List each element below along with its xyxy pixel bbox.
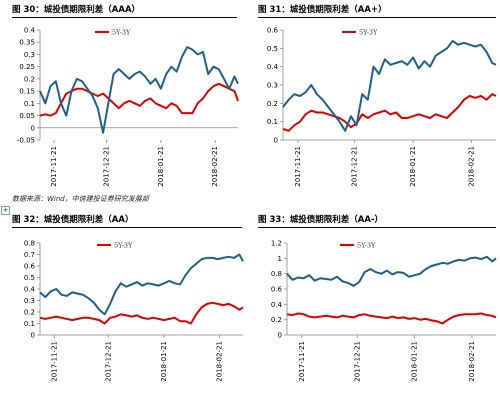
x-tick-label: 2017-12-21 [351, 146, 359, 187]
series-line-blue [39, 46, 239, 134]
x-tick-label: 2018-02-21 [211, 146, 219, 187]
series-line-blue [282, 40, 497, 132]
y-tick-label: 0.6 [267, 27, 279, 35]
y-tick-label: 0 [31, 332, 35, 340]
y-tick-label: 0.2 [24, 309, 35, 317]
y-tick-label: 0.1 [24, 100, 35, 108]
series-line-5y-3y [282, 93, 497, 132]
y-tick-label: 0.05 [19, 112, 35, 120]
y-tick-label: 0.6 [24, 263, 36, 271]
x-tick-label: 2017-12-21 [103, 146, 111, 187]
y-tick-label: 0.3 [24, 297, 35, 305]
y-tick-label: 0.2 [271, 316, 282, 324]
y-tick-label: 0.3 [267, 82, 278, 90]
source-note: 数据来源：Wind，中信建投证券研究发展部 [12, 195, 149, 203]
y-tick-label: -0.05 [17, 137, 35, 145]
chart-title-aa: 图 32：城投债期限利差（AA） [12, 214, 242, 228]
y-tick-label: 0.7 [24, 251, 35, 259]
chart-title-aa-plus: 图 31：城投债期限利差（AA+） [258, 4, 496, 18]
y-tick-label: 0.4 [24, 27, 36, 35]
y-tick-label: 0 [31, 124, 35, 132]
y-tick-label: 0.1 [267, 118, 278, 126]
x-tick-label: 2018-02-21 [216, 341, 224, 382]
y-tick-label: 0.5 [24, 274, 35, 282]
legend-label-5y-3y: 5Y-3Y [114, 242, 133, 250]
y-tick-label: 0 [278, 332, 282, 340]
chart-title-aa-minus: 图 33：城投债期限利差（AA-） [258, 214, 496, 228]
expand-icon[interactable]: + [1, 206, 10, 215]
x-tick-label: 2018-01-21 [409, 146, 417, 187]
y-tick-label: 0.35 [19, 39, 35, 47]
y-tick-label: 0 [274, 137, 278, 145]
y-tick-label: 0.4 [271, 301, 283, 309]
y-tick-label: 1.2 [271, 240, 282, 248]
x-tick-label: 2018-02-21 [467, 146, 475, 187]
x-tick-label: 2017-12-21 [353, 341, 361, 382]
x-tick-label: 2017-11-21 [294, 146, 302, 187]
x-tick-label: 2017-11-21 [50, 146, 58, 187]
y-tick-label: 0.2 [267, 100, 278, 108]
y-tick-label: 0.1 [24, 320, 35, 328]
x-tick-label: 2018-02-21 [468, 341, 476, 382]
x-tick-label: 2018-01-21 [157, 146, 165, 187]
y-tick-label: 0.8 [271, 270, 282, 278]
x-tick-label: 2017-11-21 [298, 341, 306, 382]
x-tick-label: 2018-01-21 [160, 341, 168, 382]
series-line-5y-3y [286, 312, 497, 325]
x-tick-label: 2018-01-21 [411, 341, 419, 382]
series-line-5y-3y [39, 82, 239, 117]
y-tick-label: 0.5 [267, 45, 278, 53]
x-tick-label: 2017-12-21 [104, 341, 112, 382]
series-line-blue [39, 253, 244, 316]
legend-label-5y-3y: 5Y-3Y [357, 242, 376, 250]
y-tick-label: 0.15 [19, 88, 35, 96]
y-tick-label: 0.4 [267, 63, 279, 71]
legend-label-5y-3y: 5Y-3Y [112, 29, 131, 37]
y-tick-label: 0.2 [24, 75, 35, 83]
series-line-5y-3y [39, 301, 244, 325]
y-tick-label: 0.4 [24, 286, 36, 294]
y-tick-label: 1 [278, 255, 282, 263]
chart-title-aaa: 图 30：城投债期限利差（AAA） [12, 4, 237, 18]
series-line-blue [286, 255, 497, 287]
y-tick-label: 0.3 [24, 51, 35, 59]
y-tick-label: 0.6 [271, 286, 283, 294]
y-tick-label: 0.8 [24, 240, 35, 248]
legend-label-5y-3y: 5Y-3Y [359, 29, 378, 37]
y-tick-label: 0.25 [19, 63, 35, 71]
x-tick-label: 2017-11-21 [50, 341, 58, 382]
